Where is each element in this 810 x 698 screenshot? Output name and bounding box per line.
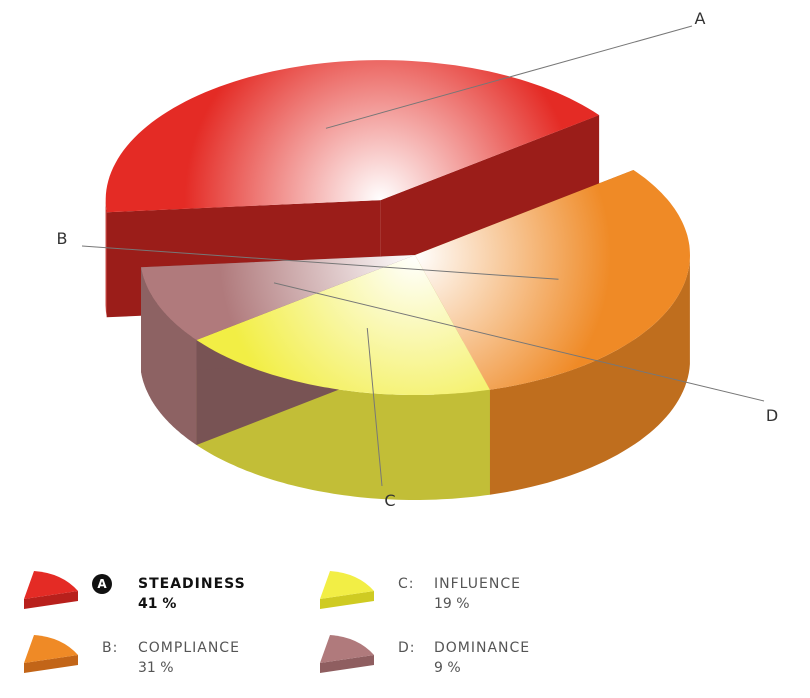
legend-name-d: DOMINANCE <box>434 640 531 656</box>
legend-name-c: INFLUENCE <box>434 576 521 592</box>
callout-label-d: D <box>766 406 778 425</box>
pie-slice-d <box>141 255 415 340</box>
callout-label-a: A <box>695 9 706 28</box>
legend-name-b: COMPLIANCE <box>138 640 240 656</box>
legend-swatch-c-top <box>320 571 374 599</box>
callout-line-d <box>273 282 765 402</box>
legend-value-b: 31 % <box>138 660 174 676</box>
legend-name-a: STEADINESS <box>138 576 246 592</box>
pie-tops-layer <box>105 60 690 395</box>
legend-swatch-c-side <box>320 591 374 609</box>
callout-label-c: C <box>384 491 395 510</box>
legend-item-d: D: DOMINANCE 9 % <box>318 629 638 689</box>
legend-item-b: B: COMPLIANCE 31 % <box>22 629 342 689</box>
pie-slice-c <box>196 255 490 395</box>
chart-legend: A STEADINESS 41 % B: COMPLIANCE 31 % C: … <box>0 555 810 695</box>
pie-slice-a <box>105 60 600 213</box>
pie-callouts-layer: A B C D <box>57 9 779 510</box>
callout-line-b <box>81 245 559 280</box>
legend-letter-b: B: <box>102 640 119 656</box>
legend-swatch-a <box>24 571 78 609</box>
legend-badge-a: A <box>92 574 112 594</box>
legend-value-c: 19 % <box>434 596 470 612</box>
legend-swatch-a-side <box>24 591 78 609</box>
callout-line-c <box>366 328 383 487</box>
legend-value-a: 41 % <box>138 596 177 612</box>
pie-plot: A B C D <box>57 9 779 510</box>
legend-swatch-a-top <box>24 571 78 599</box>
legend-item-c: C: INFLUENCE 19 % <box>318 565 638 625</box>
callout-line-a <box>325 25 693 129</box>
legend-swatch-b-top <box>24 635 78 663</box>
pie-slice-d-outer-wall <box>141 267 197 445</box>
legend-swatch-b-side <box>24 655 78 673</box>
legend-swatch-d <box>320 635 374 673</box>
legend-swatch-d-top <box>320 635 374 663</box>
legend-value-d: 9 % <box>434 660 461 676</box>
legend-letter-c: C: <box>398 576 415 592</box>
legend-swatch-b <box>24 635 78 673</box>
legend-swatch-c <box>320 571 374 609</box>
pie-slice-b-outer-wall <box>489 259 690 495</box>
legend-item-a: A STEADINESS 41 % <box>22 565 342 625</box>
legend-swatch-d-side <box>320 655 374 673</box>
callout-label-b: B <box>57 229 68 248</box>
legend-letter-d: D: <box>398 640 416 656</box>
pie-slice-a-outer-wall <box>105 200 107 318</box>
pie-slice-b <box>415 170 690 390</box>
